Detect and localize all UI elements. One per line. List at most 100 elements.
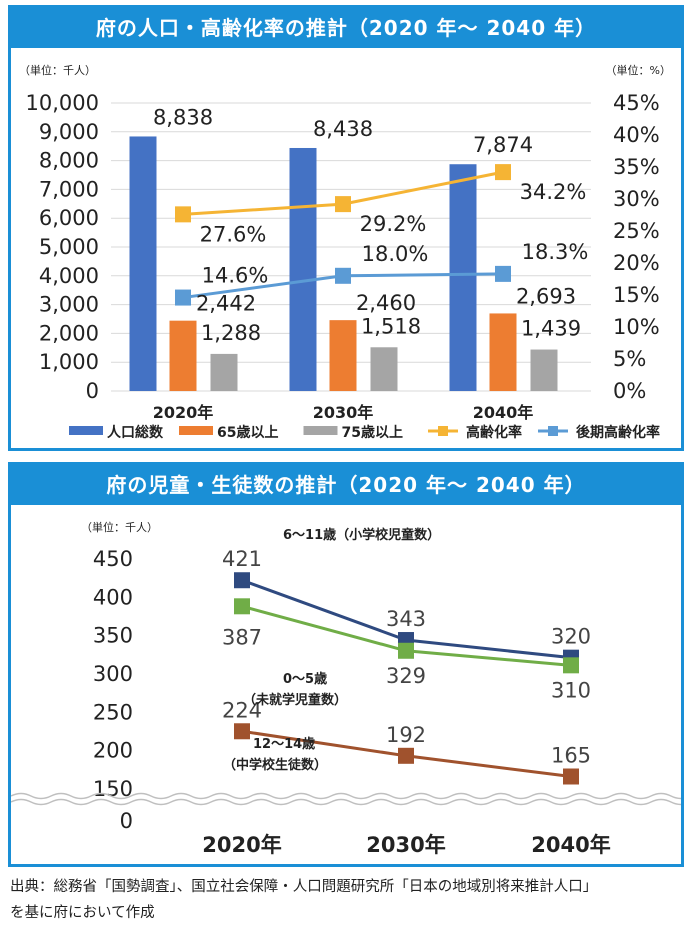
line-data-label: 192 <box>386 723 426 747</box>
y-tick-label: 3,000 <box>39 293 99 317</box>
line-data-label: 387 <box>222 625 262 649</box>
y-tick-label: 7,000 <box>39 177 99 201</box>
bar <box>289 147 317 391</box>
line-point <box>495 265 511 282</box>
axis-break-line <box>11 792 681 800</box>
legend-swatch <box>69 426 103 435</box>
bar <box>210 353 238 391</box>
legend-entry: 65歳以上 <box>217 424 278 441</box>
line-data-label: 29.2% <box>360 212 427 236</box>
y-tick-label: 8,000 <box>39 149 99 173</box>
bar-data-label: 8,838 <box>153 105 213 129</box>
y-tick-label: 200 <box>93 739 133 763</box>
legend-entry: 高齢化率 <box>466 424 522 441</box>
legend-swatch <box>303 426 338 435</box>
axis-break-line <box>11 798 681 806</box>
series-annotation: 6〜11歳（小学校児童数） <box>283 527 440 543</box>
line-point <box>398 747 414 764</box>
line-data-label: 329 <box>386 664 426 688</box>
legend-entry: 後期高齢化率 <box>576 424 660 441</box>
y-tick-zero-label: 0 <box>120 809 133 833</box>
y2-tick-label: 0% <box>613 379 646 403</box>
population-chart-title: 府の人口・高齢化率の推計（2020 年〜 2040 年） <box>11 8 681 48</box>
y-tick-label: 400 <box>93 585 133 609</box>
series-annotation: （未就学児童数） <box>243 692 347 708</box>
x-tick-label: 2030年 <box>366 833 445 857</box>
bar-data-label: 2,693 <box>516 284 576 308</box>
line-point <box>335 196 351 213</box>
bar <box>530 349 558 391</box>
line-point <box>175 289 191 306</box>
bar <box>129 136 157 391</box>
y-axis-unit: （単位：千人） <box>81 520 158 534</box>
students-chart-panel: 府の児童・生徒数の推計（2020 年〜 2040 年） （単位：千人） 150 20… <box>8 462 684 867</box>
line-data-label: 34.2% <box>520 180 587 204</box>
y-tick-label: 450 <box>93 547 133 571</box>
line-point <box>234 572 250 589</box>
series-annotation: 0〜5歳 <box>283 671 327 687</box>
bar <box>449 164 477 391</box>
source-note: 出典：総務省「国勢調査」、国立社会保障・人口問題研究所「日本の地域別将来推計人口… <box>10 874 686 926</box>
legend-entry: 75歳以上 <box>342 424 403 441</box>
y-tick-label: 1,000 <box>39 350 99 374</box>
x-tick-label: 2040年 <box>531 833 610 857</box>
line-point <box>335 267 351 284</box>
bar-data-label: 2,442 <box>196 292 256 316</box>
students-chart-title: 府の児童・生徒数の推計（2020 年〜 2040 年） <box>11 465 681 505</box>
line-data-label: 18.0% <box>362 242 429 266</box>
bar-data-label: 8,438 <box>313 117 373 141</box>
series-annotation: 12〜14歳 <box>253 736 315 752</box>
y-tick-label: 350 <box>93 624 133 648</box>
line-point <box>234 723 250 740</box>
legend-entry: 人口総数 <box>107 424 164 441</box>
line-data-label: 310 <box>551 678 591 702</box>
bar-data-label: 1,288 <box>201 321 261 345</box>
bar-data-label: 7,874 <box>473 133 533 157</box>
y-tick-label: 250 <box>93 700 133 724</box>
x-tick-label: 2040年 <box>473 403 534 422</box>
line-point <box>398 642 414 659</box>
y2-tick-label: 20% <box>613 251 660 275</box>
line-point <box>563 657 579 674</box>
y2-tick-label: 10% <box>613 315 660 339</box>
legend-marker <box>438 426 448 436</box>
bar-data-label: 1,439 <box>521 317 581 341</box>
y-tick-label: 5,000 <box>39 235 99 259</box>
source-line-2: を基に府において作成 <box>10 905 155 921</box>
x-tick-label: 2020年 <box>202 833 281 857</box>
line-data-label: 18.3% <box>522 240 589 264</box>
y-tick-label: 0 <box>86 379 99 403</box>
bar <box>329 320 357 391</box>
line-point <box>175 206 191 223</box>
source-line-1: 出典：総務省「国勢調査」、国立社会保障・人口問題研究所「日本の地域別将来推計人口… <box>10 879 598 895</box>
y2-tick-label: 35% <box>613 155 660 179</box>
y2-tick-label: 40% <box>613 123 660 147</box>
population-chart: （単位：千人） （単位：%） 0 1,000 2,000 3,000 4,000 5,000 6… <box>19 63 671 441</box>
population-chart-panel: 府の人口・高齢化率の推計（2020 年〜 2040 年） （単位：千人） （単位：… <box>8 5 684 451</box>
series-annotation: （中学校生徒数） <box>223 757 327 773</box>
line-data-label: 224 <box>222 698 262 722</box>
legend-swatch <box>179 426 213 435</box>
y2-tick-label: 25% <box>613 219 660 243</box>
line-point <box>234 598 250 615</box>
y-tick-label: 2,000 <box>39 321 99 345</box>
y-tick-label: 9,000 <box>39 120 99 144</box>
line-data-label: 27.6% <box>200 222 267 246</box>
line-data-label: 421 <box>222 547 262 571</box>
y2-tick-label: 45% <box>613 91 660 115</box>
bar <box>169 320 197 391</box>
y-tick-label: 4,000 <box>39 264 99 288</box>
right-axis-unit: （単位：%） <box>606 63 671 77</box>
y-tick-label: 10,000 <box>26 91 99 115</box>
y2-tick-label: 5% <box>613 347 646 371</box>
y-tick-label: 6,000 <box>39 206 99 230</box>
line-point <box>563 768 579 785</box>
bar-data-label: 2,460 <box>356 291 416 315</box>
bar <box>370 347 398 391</box>
line-data-label: 320 <box>551 625 591 649</box>
x-tick-label: 2020年 <box>153 403 214 422</box>
y2-tick-label: 30% <box>613 187 660 211</box>
x-tick-label: 2030年 <box>313 403 374 422</box>
line-data-label: 343 <box>386 607 426 631</box>
